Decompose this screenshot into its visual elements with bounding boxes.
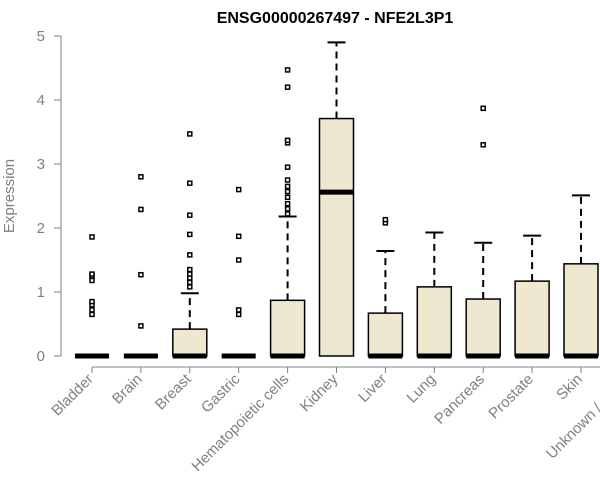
x-tick-label: Prostate — [485, 371, 537, 423]
outlier-point — [235, 186, 242, 193]
box-rect — [563, 263, 599, 357]
outlier-point — [235, 311, 242, 318]
x-tick-label: Lung — [404, 371, 440, 407]
box-rect — [416, 286, 453, 357]
outlier-point — [480, 142, 486, 148]
x-tick-label: Liver — [355, 371, 390, 406]
y-tick-label: 0 — [37, 348, 45, 365]
outlier-point — [284, 67, 291, 73]
outlier-point — [187, 266, 193, 273]
y-axis: 0 1 2 3 4 5 — [37, 28, 62, 365]
outlier-point — [235, 307, 242, 313]
x-tick-label: Bladder — [48, 371, 97, 420]
y-tick-label: 4 — [37, 92, 45, 109]
box-group — [367, 216, 404, 359]
x-tick-label: Pancreas — [431, 371, 488, 428]
outlier-point — [284, 194, 291, 201]
outlier-point — [284, 137, 291, 144]
outlier-point — [284, 177, 291, 183]
box-group — [514, 234, 550, 359]
outlier-point — [89, 311, 95, 318]
box-group — [318, 41, 355, 357]
box-rect — [318, 117, 355, 357]
outlier-point — [187, 271, 193, 277]
x-tick-label: Gastric — [198, 370, 244, 416]
box-group — [123, 174, 158, 359]
box-group — [75, 234, 109, 359]
box-rect — [514, 280, 550, 357]
outlier-point — [187, 284, 193, 290]
chart-title: ENSG00000267497 - NFE2L3P1 — [217, 10, 454, 27]
y-axis-label: Expression — [1, 159, 18, 233]
outlier-point — [138, 174, 144, 180]
box-group — [416, 231, 453, 359]
x-tick-label: Breast — [152, 370, 195, 413]
outlier-point — [284, 188, 291, 195]
outlier-point — [187, 252, 193, 258]
outlier-point — [187, 212, 193, 218]
outlier-point — [480, 105, 486, 112]
box-group — [465, 105, 501, 359]
outlier-point — [187, 131, 193, 137]
outlier-point — [284, 164, 291, 170]
outlier-point — [89, 277, 95, 284]
y-tick-label: 1 — [37, 284, 45, 301]
y-tick-label: 3 — [37, 156, 45, 173]
outlier-point — [89, 234, 95, 240]
outlier-point — [187, 231, 193, 238]
outlier-point — [187, 180, 193, 186]
box-rect — [269, 299, 306, 357]
outlier-point — [89, 298, 95, 305]
outlier-point — [235, 233, 242, 240]
box-rect — [172, 328, 208, 357]
outlier-point — [284, 183, 291, 190]
outlier-point — [284, 200, 291, 207]
y-tick-label: 5 — [37, 28, 45, 45]
x-tick-label: Hematopoietic cells — [188, 371, 292, 475]
box-group — [172, 131, 208, 359]
x-tick-label: Brain — [109, 371, 146, 408]
box-group — [221, 186, 256, 359]
outlier-point — [284, 211, 291, 217]
box-rect — [465, 298, 501, 357]
x-tick-label: Skin — [553, 371, 586, 404]
boxes — [75, 41, 599, 359]
outlier-point — [138, 271, 144, 278]
outlier-point — [89, 271, 95, 277]
outlier-point — [382, 216, 389, 223]
outlier-point — [235, 257, 242, 263]
x-tick-label: Kidney — [297, 370, 342, 415]
box-group — [563, 194, 599, 359]
box-rect — [367, 312, 404, 357]
outlier-point — [284, 206, 291, 212]
outlier-point — [284, 84, 291, 90]
outlier-point — [138, 323, 144, 329]
box-group — [269, 67, 306, 359]
y-tick-label: 2 — [37, 220, 45, 237]
outlier-point — [89, 307, 95, 313]
outlier-point — [187, 279, 193, 286]
outlier-point — [138, 206, 144, 213]
